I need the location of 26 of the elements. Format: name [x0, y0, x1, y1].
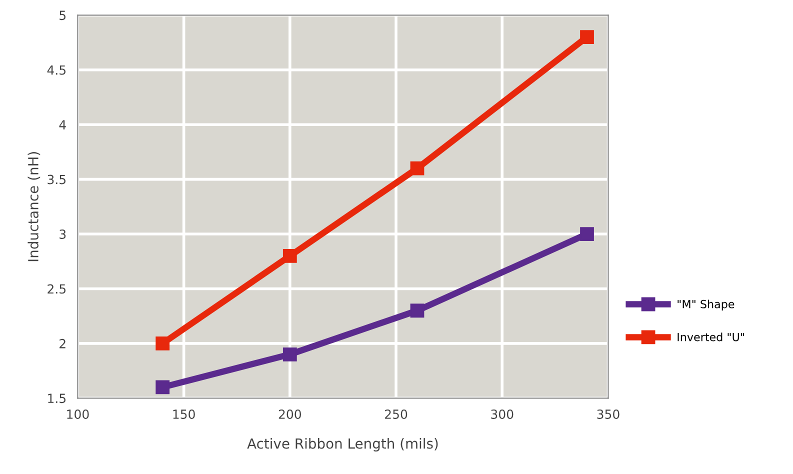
- x-tick-label: 200: [278, 409, 302, 419]
- y-tick-label: 5: [60, 10, 66, 20]
- x-tick-label: 150: [173, 409, 195, 419]
- y-tick-label: 3.5: [48, 174, 66, 184]
- point: [580, 227, 594, 241]
- legend-label: "M" Shape: [678, 300, 734, 310]
- point: [410, 161, 424, 176]
- legend-label: Inverted "U": [678, 332, 744, 342]
- point: [156, 380, 170, 394]
- y-axis-title: Inductance (nH): [28, 152, 40, 262]
- x-tick-label: 250: [385, 409, 408, 419]
- y-tick-label: 3: [60, 229, 66, 239]
- point: [282, 248, 297, 263]
- y-tick-label: 4: [59, 120, 66, 130]
- y-tick-label: 4.5: [47, 66, 66, 75]
- point: [580, 30, 594, 44]
- point: [282, 347, 297, 362]
- point: [156, 336, 170, 350]
- y-tick-label: 2.5: [48, 284, 66, 294]
- x-axis-title: Active Ribbon Length (mils): [247, 438, 438, 452]
- x-tick-label: 350: [597, 409, 620, 419]
- point: [410, 304, 424, 318]
- x-tick-label: 100: [67, 409, 89, 419]
- x-tick-label: 300: [491, 409, 514, 419]
- y-tick-label: 2: [60, 338, 66, 348]
- y-tick-label: 1.5: [48, 394, 66, 404]
